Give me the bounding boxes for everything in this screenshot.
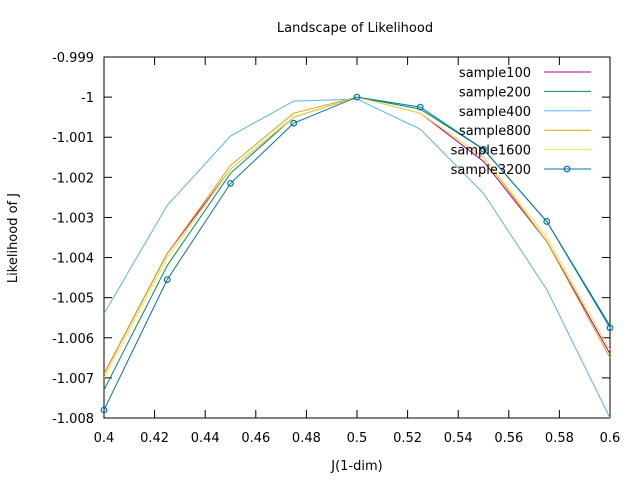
legend-label-sample100: sample100 [459, 66, 531, 81]
data-point [416, 103, 424, 111]
y-tick-label: -1.003 [52, 211, 94, 226]
y-tick-label: -1.008 [52, 412, 94, 427]
x-tick-label: 0.6 [600, 431, 621, 446]
x-tick-label: 0.58 [545, 431, 574, 446]
chart-title: Landscape of Likelihood [277, 21, 433, 36]
data-point [606, 324, 614, 332]
y-tick-label: -1.006 [52, 332, 94, 347]
data-point [353, 93, 361, 101]
y-tick-label: -1.007 [52, 372, 94, 387]
axes: 0.4 0.42 0.44 0.46 0.48 0.5 0.52 0.54 0.56 0.58 0.… [52, 51, 620, 446]
x-tick-label: 0.5 [347, 431, 368, 446]
y-axis-label: Likelihood of J [6, 193, 21, 283]
x-tick-label: 0.42 [140, 431, 169, 446]
legend-marker-sample3200 [563, 165, 571, 173]
legend-label-sample400: sample400 [459, 105, 531, 120]
data-point [290, 119, 298, 127]
data-point [480, 145, 487, 153]
data-point [543, 218, 551, 225]
y-tick-label: -1 [81, 91, 94, 106]
series-lines [100, 93, 614, 419]
legend-label-sample3200: sample3200 [451, 163, 531, 178]
series-line-sample200 [103, 96, 611, 391]
y-tick-label: -1.005 [52, 292, 94, 307]
legend-label-sample1600: sample1600 [451, 144, 531, 159]
x-tick-label: 0.48 [292, 431, 321, 446]
data-point [227, 179, 234, 187]
series-line-sample3200 [103, 96, 611, 411]
plot-frame [103, 56, 611, 419]
series-sample400 [103, 98, 611, 419]
legend-label-sample800: sample800 [459, 124, 531, 139]
y-tick-label: -0.999 [52, 51, 94, 66]
y-tick-label: -1.001 [52, 131, 94, 146]
legend: sample100 sample200 sample400 sample800 samp… [451, 66, 591, 178]
series-sample200 [103, 96, 611, 391]
series-sample1600 [103, 96, 611, 379]
x-tick-label: 0.54 [444, 431, 473, 446]
x-tick-label: 0.4 [94, 431, 115, 446]
x-tick-label: 0.44 [191, 431, 220, 446]
legend-label-sample200: sample200 [459, 85, 531, 100]
x-tick-label: 0.52 [393, 431, 422, 446]
x-tick-label: 0.46 [241, 431, 270, 446]
series-line-sample800 [103, 96, 611, 375]
y-tick-label: -1.002 [52, 171, 94, 186]
series-line-sample400 [103, 98, 611, 419]
x-axis-label: J(1-dim) [330, 459, 382, 474]
data-point [163, 276, 171, 284]
series-sample800 [103, 96, 611, 375]
y-tick-label: -1.004 [52, 252, 94, 267]
x-tick-label: 0.56 [494, 431, 523, 446]
series-sample3200 [100, 93, 614, 414]
series-line-sample1600 [103, 96, 611, 379]
data-point [100, 406, 108, 414]
